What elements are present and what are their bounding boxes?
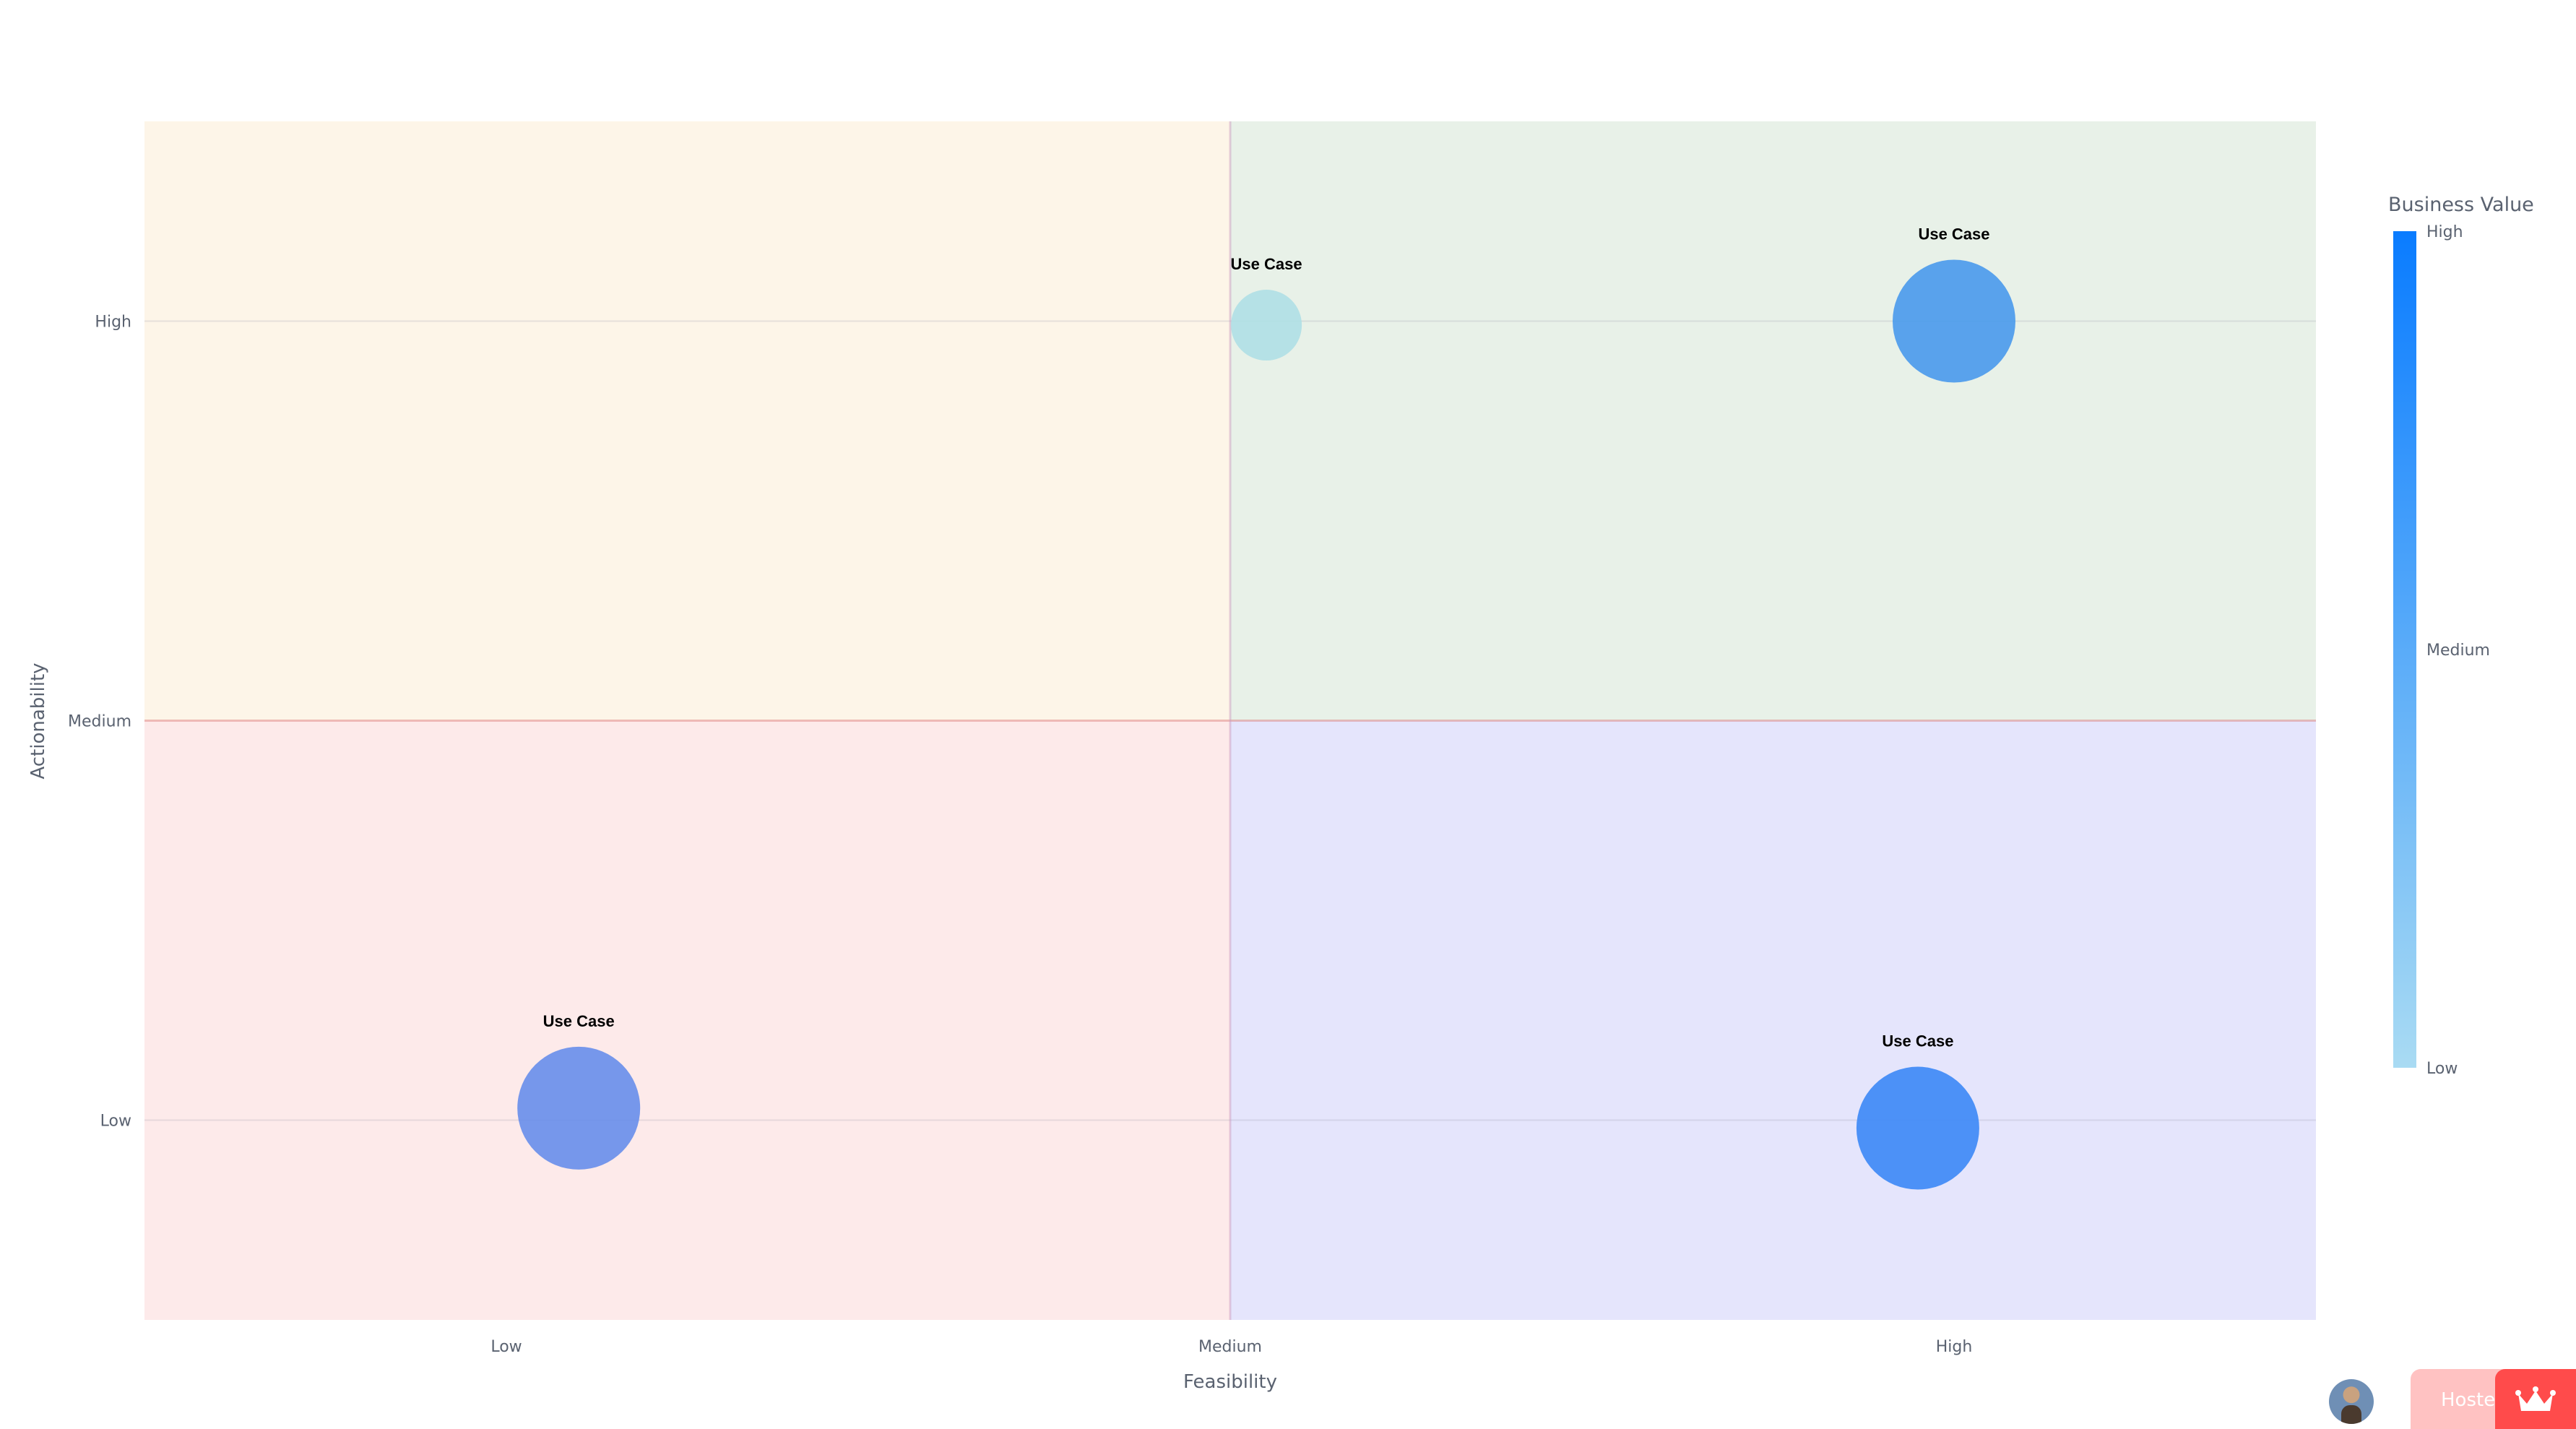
quadrant-3 [144, 720, 1230, 1320]
bubble-label: Use Case [543, 1012, 615, 1030]
y-tick-label: High [95, 314, 131, 332]
data-points: Use Case Use Case Use Case Use Case [517, 225, 2015, 1190]
x-axis-ticks: Low Medium High [490, 1338, 1972, 1356]
colorbar-tick-label: High [2426, 223, 2463, 241]
x-tick-label: Low [490, 1338, 522, 1356]
x-tick-label: High [1936, 1338, 1973, 1356]
x-tick-label: Medium [1198, 1338, 1262, 1356]
crown-icon [2515, 1386, 2556, 1411]
x-axis-title: Feasibility [1183, 1371, 1277, 1393]
crown-badge[interactable] [2495, 1369, 2576, 1429]
colorbar-tick-label: Low [2426, 1060, 2458, 1078]
y-tick-label: Medium [68, 713, 131, 731]
colorbar-gradient [2393, 231, 2416, 1068]
colorbar-title: Business Value [2388, 194, 2534, 216]
colorbar-tick-label: Medium [2426, 642, 2490, 660]
bubble-label: Use Case [1882, 1032, 1953, 1050]
y-tick-label: Low [100, 1113, 131, 1131]
colorbar-ticks: High Medium Low [2426, 223, 2490, 1078]
bubble[interactable] [1856, 1066, 1979, 1190]
bubble[interactable] [1231, 290, 1302, 361]
bubble-label: Use Case [1918, 225, 1989, 243]
quadrant-1 [144, 121, 1230, 721]
quadrant-2 [1230, 121, 2316, 721]
avatar[interactable] [2329, 1379, 2374, 1424]
bubble[interactable] [517, 1046, 641, 1170]
quadrant-4 [1230, 720, 2316, 1320]
hosted-badge[interactable]: Hosted with Streamlit [2411, 1369, 2576, 1429]
y-axis-ticks: Low Medium High [68, 314, 131, 1131]
y-axis-title: Actionability [27, 662, 49, 779]
quadrant-backgrounds [144, 121, 2316, 1320]
bubble[interactable] [1893, 259, 2015, 383]
bubble-label: Use Case [1231, 255, 1302, 273]
colorbar: Business Value High Medium Low [2388, 194, 2534, 1078]
